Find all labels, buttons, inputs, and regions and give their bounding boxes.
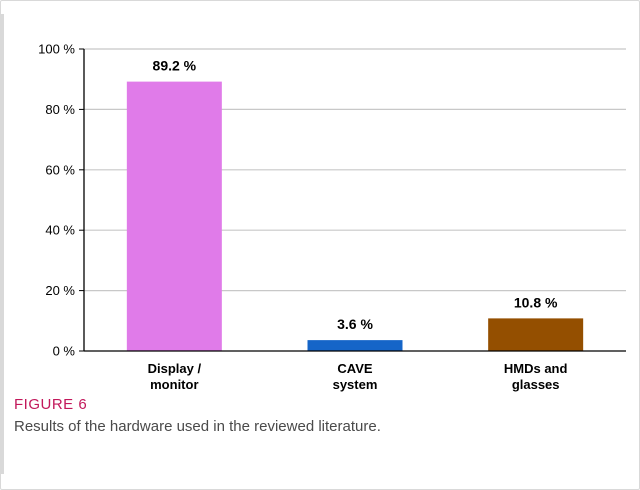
category-label: Display / <box>148 361 202 376</box>
y-tick-label: 40 % <box>45 223 75 238</box>
bar <box>307 340 403 351</box>
category-label: system <box>333 377 378 392</box>
data-label: 10.8 % <box>514 294 558 310</box>
y-axis-ticks: 0 % 20 % 40 % 60 % 80 % 100 % <box>38 42 84 359</box>
figure-caption: Results of the hardware used in the revi… <box>14 418 381 435</box>
category-label: monitor <box>150 377 198 392</box>
bar-chart: 0 % 20 % 40 % 60 % 80 % 100 % 89.2 % 3.6 % 10.8… <box>38 42 626 392</box>
bar <box>126 81 222 351</box>
category-label: glasses <box>512 377 560 392</box>
axes <box>83 49 626 352</box>
figure-label: FIGURE 6 <box>14 396 88 413</box>
data-label: 89.2 % <box>153 58 197 74</box>
bar <box>488 318 584 351</box>
bars <box>126 81 584 351</box>
y-tick-label: 80 % <box>45 102 75 117</box>
figure-caption-block: FIGURE 6 Results of the hardware used in… <box>14 396 614 435</box>
figure-accent-bar <box>0 14 4 474</box>
y-tick-label: 60 % <box>45 162 75 177</box>
data-labels: 89.2 % 3.6 % 10.8 % <box>153 58 558 333</box>
y-tick-label: 0 % <box>53 344 76 359</box>
data-label: 3.6 % <box>337 316 373 332</box>
y-tick-label: 20 % <box>45 283 75 298</box>
gridlines <box>84 48 626 292</box>
category-label: HMDs and <box>504 361 568 376</box>
y-tick-label: 100 % <box>38 42 75 57</box>
category-label: CAVE <box>337 361 372 376</box>
